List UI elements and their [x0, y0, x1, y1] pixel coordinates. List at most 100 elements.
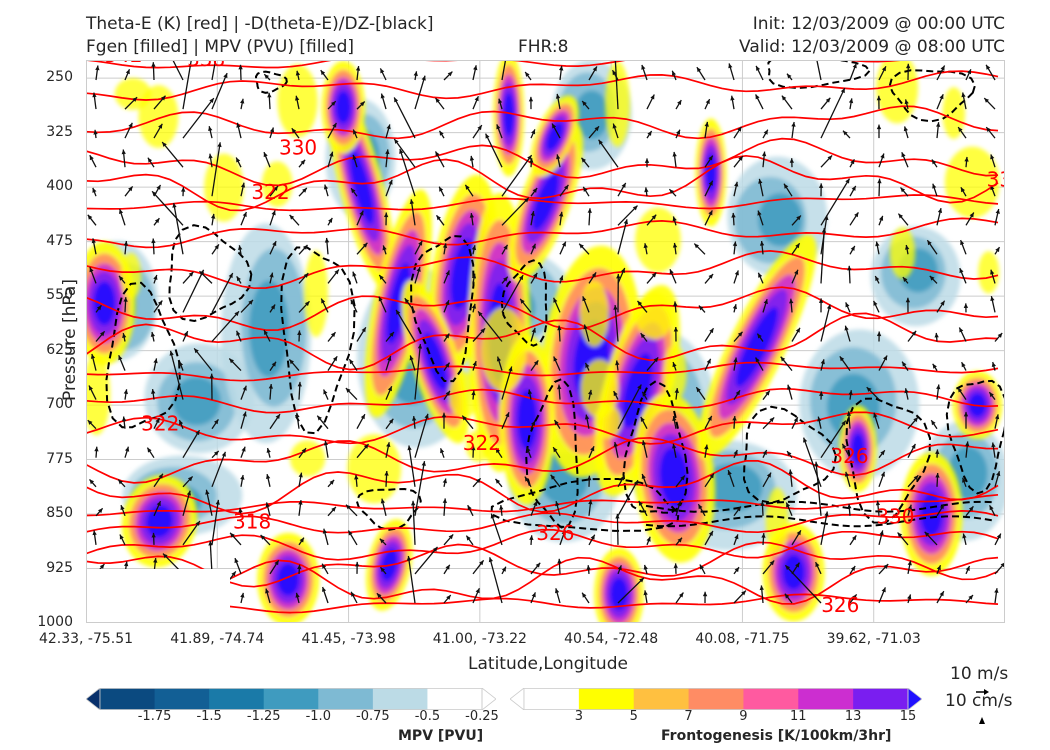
- wind-vector-head: [818, 298, 824, 303]
- wind-vector-head: [781, 95, 787, 101]
- wind-vector-head: [557, 384, 562, 390]
- wind-vector-head: [519, 275, 524, 281]
- wind-vector-head: [352, 154, 357, 160]
- wind-vector-head: [221, 451, 226, 457]
- wind-vector-head: [758, 272, 763, 278]
- wind-vector-head: [445, 270, 450, 276]
- wind-vector-head: [413, 71, 418, 77]
- frontogenesis-fill-region: [347, 434, 402, 504]
- wind-vector-head: [124, 561, 129, 567]
- wind-vector-head: [789, 298, 794, 304]
- wind-vector-head: [789, 158, 794, 163]
- wind-vector-head: [815, 562, 820, 568]
- wind-vector: [617, 479, 639, 517]
- wind-vector-head: [240, 98, 245, 104]
- wind-vector: [501, 197, 530, 226]
- wind-vector-head: [389, 332, 394, 337]
- wind-vector-head: [387, 386, 392, 392]
- theta-e-contour-line: [86, 361, 999, 382]
- y-tick-label: 625: [46, 341, 73, 358]
- wind-vector: [408, 445, 416, 487]
- wind-vector-head: [151, 238, 156, 244]
- wind-vector-head: [848, 390, 853, 395]
- wind-vector-head: [388, 179, 393, 185]
- wind-vector-head: [876, 331, 882, 337]
- wind-vector-head: [508, 366, 513, 372]
- wind-vector-head: [524, 197, 529, 203]
- wind-vector-head: [270, 304, 276, 310]
- wind-vector-head: [672, 416, 677, 421]
- wind-vector: [399, 148, 416, 197]
- wind-vector-head: [852, 594, 857, 600]
- wind-vector-head: [158, 473, 163, 479]
- wind-vector-head: [297, 564, 302, 570]
- wind-vector-head: [904, 99, 909, 105]
- wind-vector-head: [709, 473, 714, 479]
- theta-e-contour-line: [86, 286, 999, 331]
- wind-vector-head: [598, 139, 603, 145]
- wind-vector-head: [582, 101, 587, 106]
- wind-vector-head: [531, 420, 535, 426]
- wind-vector-head: [986, 64, 991, 70]
- wind-vector-head: [92, 187, 97, 193]
- wind-vector-head: [761, 533, 766, 538]
- wind-vector-head: [561, 241, 566, 247]
- wind-vector-head: [229, 358, 234, 364]
- wind-vector-head: [561, 530, 566, 535]
- wind-vector-head: [879, 530, 884, 536]
- wind-vector-head: [123, 297, 128, 302]
- wind-vector-head: [322, 528, 328, 534]
- theta-e-contour-label: 322: [141, 411, 179, 435]
- wind-vector-head: [147, 157, 153, 163]
- frontogenesis-fill-region: [289, 440, 326, 477]
- colorbar-tick-label: 11: [790, 709, 807, 724]
- wind-vector-head: [466, 535, 471, 541]
- wind-vector-head: [98, 508, 103, 514]
- wind-vector-head: [958, 127, 963, 132]
- wind-vector-head: [153, 358, 158, 364]
- wind-vector-head: [435, 98, 440, 103]
- wind-vector-head: [559, 65, 564, 71]
- wind-vector-head: [323, 389, 328, 395]
- wind-vector-head: [672, 362, 677, 368]
- wind-vector-head: [271, 361, 276, 367]
- wind-vector-head: [847, 265, 852, 271]
- wind-vector-head: [876, 124, 882, 130]
- wind-vector-head: [125, 69, 130, 75]
- wind-vector-head: [360, 414, 365, 420]
- wind-vector-head: [996, 471, 1001, 477]
- wind-vector-head: [445, 362, 450, 368]
- wind-vector-head: [241, 446, 246, 452]
- wind-vector-head: [621, 182, 626, 188]
- wind-vector: [393, 138, 416, 168]
- wind-vector-head: [550, 474, 556, 480]
- wind-vector-head: [935, 473, 940, 478]
- wind-vector-head: [962, 533, 967, 539]
- wind-vector-head: [490, 513, 495, 519]
- wind-vector-head: [1000, 562, 1005, 568]
- wind-vector-head: [297, 381, 302, 387]
- frontogenesis-fill-region: [349, 149, 374, 225]
- wind-vector-head: [496, 356, 501, 362]
- wind-vector-head: [128, 122, 133, 128]
- wind-vector-head: [263, 152, 268, 158]
- colorbar-segment: [798, 688, 854, 710]
- wind-vector-head: [590, 534, 595, 540]
- wind-vector-head: [852, 63, 857, 69]
- wind-vector-head: [694, 243, 699, 249]
- wind-vector-head: [211, 213, 216, 219]
- title-line-1: Theta-E (K) [red] | -D(theta-E)/DZ-[blac…: [86, 14, 434, 34]
- wind-vector-head: [121, 149, 126, 155]
- wind-vector-head: [727, 470, 732, 476]
- wind-vector-head: [842, 443, 847, 449]
- wind-vector-head: [644, 187, 649, 193]
- wind-vector-head: [122, 333, 127, 338]
- wind-vector-head: [939, 94, 944, 100]
- wind-vector-head: [236, 276, 241, 282]
- wind-vector-head: [295, 592, 300, 598]
- wind-vector-head: [231, 571, 236, 577]
- wind-vector-head: [228, 273, 233, 279]
- wind-vector: [820, 420, 847, 459]
- wind-vector-head: [471, 390, 476, 396]
- wind-vector: [393, 97, 416, 139]
